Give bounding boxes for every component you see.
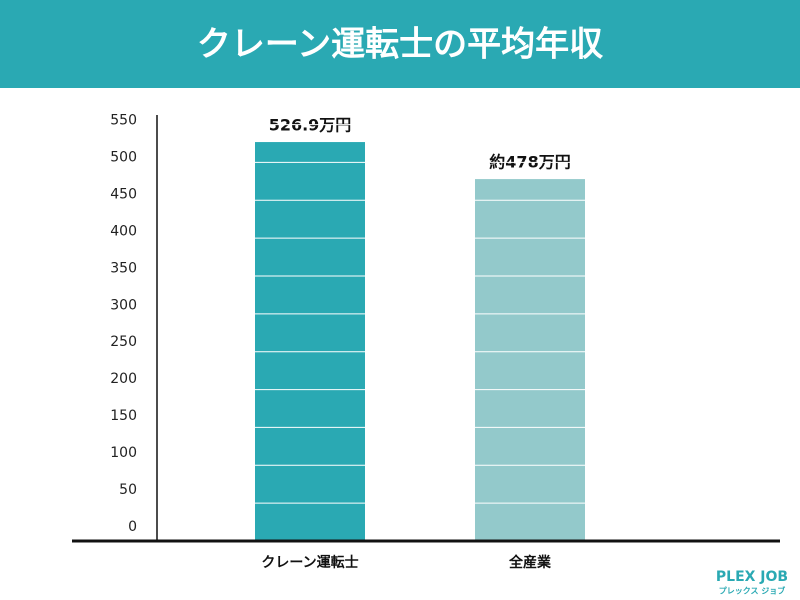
y-tick-label: 100 — [110, 445, 137, 461]
x-tick-label: クレーン運転士 — [261, 554, 358, 571]
y-tick-label: 250 — [110, 334, 137, 350]
y-tick-label: 200 — [110, 371, 137, 387]
bar — [255, 142, 365, 541]
y-tick-label: 350 — [110, 260, 137, 276]
title-banner — [0, 0, 800, 88]
logo-name: PLEX JOB — [716, 569, 788, 585]
bar — [475, 179, 585, 542]
x-tick-label: 全産業 — [508, 554, 552, 571]
y-tick-label: 0 — [128, 519, 137, 535]
chart-title: クレーン運転士の平均年収 — [197, 25, 603, 65]
logo-kana: プレックス ジョブ — [719, 586, 786, 596]
y-tick-label: 400 — [110, 223, 137, 239]
y-tick-label: 550 — [110, 112, 137, 128]
y-tick-label: 450 — [110, 186, 137, 202]
y-tick-label: 50 — [119, 482, 137, 498]
y-tick-label: 300 — [110, 297, 137, 313]
y-tick-label: 150 — [110, 408, 137, 424]
y-tick-label: 500 — [110, 149, 137, 165]
